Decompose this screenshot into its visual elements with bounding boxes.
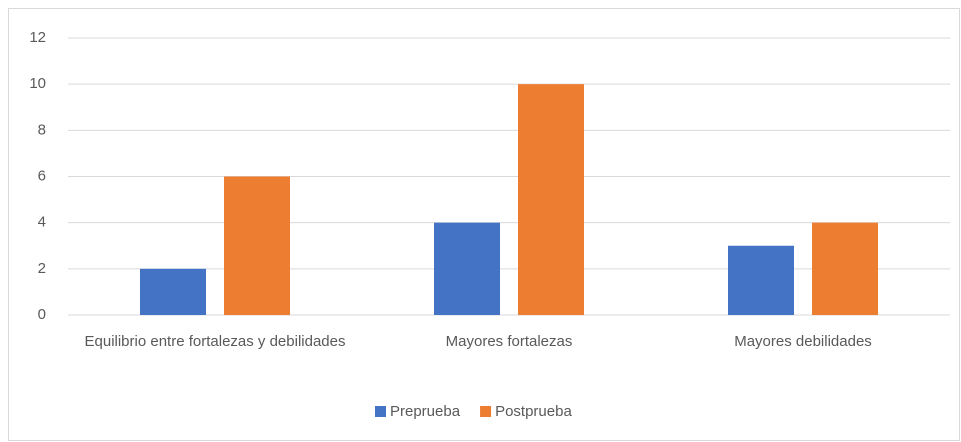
- y-tick-label: 6: [38, 167, 46, 184]
- bar: [518, 84, 584, 316]
- legend-label: Postprueba: [495, 403, 572, 420]
- x-tick-label: Equilibrio entre fortalezas y debilidade…: [84, 333, 346, 350]
- bar: [140, 268, 206, 315]
- x-tick-label: Mayores debilidades: [734, 333, 872, 350]
- bar: [812, 222, 878, 315]
- bar: [224, 176, 290, 315]
- legend-swatch: [375, 406, 386, 417]
- x-tick-label: Mayores fortalezas: [445, 333, 573, 350]
- y-tick-label: 12: [29, 29, 46, 46]
- y-tick-label: 8: [38, 121, 46, 138]
- legend-swatch: [480, 406, 492, 417]
- legend-label: Preprueba: [390, 403, 461, 420]
- y-tick-label: 10: [29, 75, 46, 92]
- y-tick-label: 0: [38, 306, 46, 323]
- bar: [728, 245, 794, 315]
- bar: [434, 222, 500, 315]
- y-tick-label: 4: [38, 214, 46, 231]
- y-tick-label: 2: [38, 260, 46, 277]
